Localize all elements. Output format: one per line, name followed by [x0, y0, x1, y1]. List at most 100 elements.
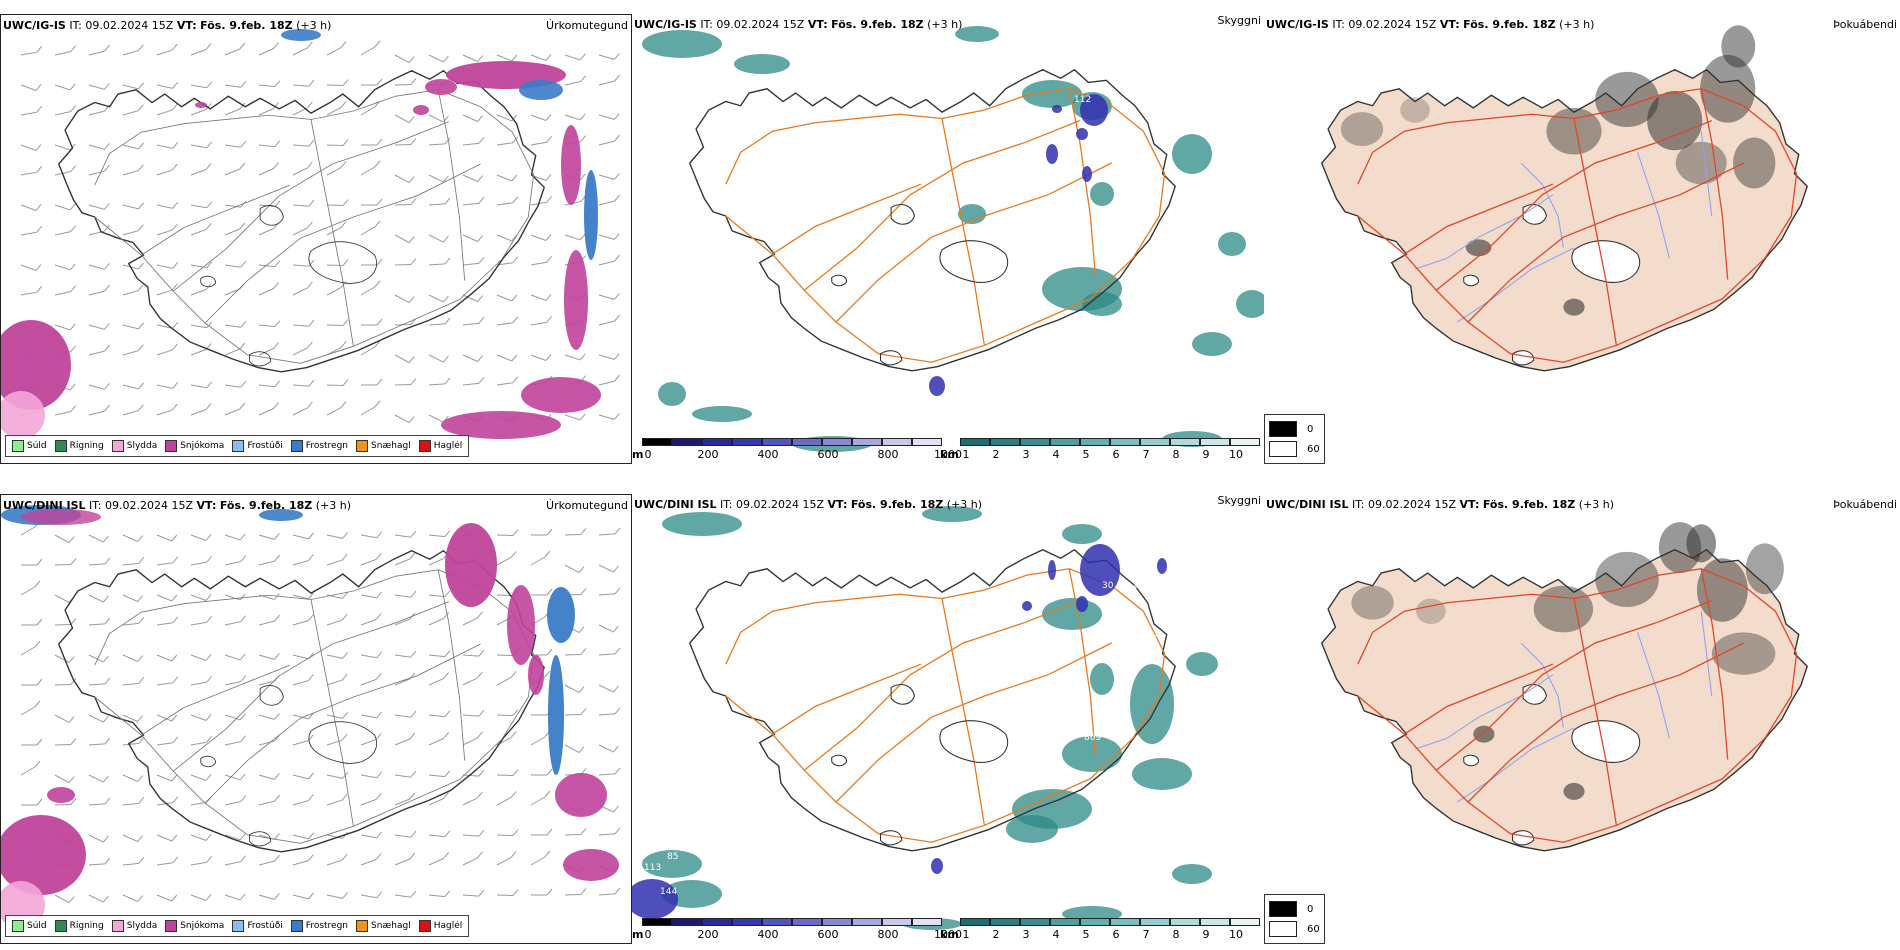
colorbar-segment [852, 918, 882, 926]
glacier-outline [890, 684, 915, 705]
glacier-outline [249, 831, 272, 847]
init-time: 09.02.2024 15Z [105, 499, 194, 512]
cloud-base-colorbar [642, 918, 942, 926]
colorbar-segment [1050, 918, 1080, 926]
cloud-base-value: 864 [1114, 73, 1131, 83]
weather-area [195, 102, 207, 108]
init-time-label: IT: [1352, 498, 1365, 511]
precip-legend-item: Slydda [111, 440, 157, 452]
glacier-outline [890, 204, 915, 225]
cloud-base-value: 112 [1074, 95, 1091, 105]
panel-header: UWC/DINI ISL IT: 09.02.2024 15Z VT: Fös.… [1266, 498, 1614, 511]
fog-area [1533, 585, 1594, 633]
lead-time: (+3 h) [1578, 498, 1615, 511]
weather-area [564, 250, 588, 350]
fog-area [1700, 54, 1756, 123]
colorbar-segment [1170, 918, 1200, 926]
legend-swatch [232, 440, 245, 452]
fog-area [1563, 782, 1585, 800]
weather-area [1090, 182, 1114, 206]
wind-barbs [20, 520, 621, 903]
colorbar-segment [1080, 438, 1110, 446]
glacier-outline [831, 754, 848, 767]
visibility-colorbar [960, 918, 1260, 926]
model-name: UWC/IG-IS [1266, 18, 1329, 31]
valid-time-label: VT: [807, 18, 828, 31]
legend-swatch [418, 920, 431, 932]
cloud-base-colorbar [642, 438, 942, 446]
colorbar-segment [1080, 918, 1110, 926]
init-time-label: IT: [89, 499, 102, 512]
legend-swatch [1269, 901, 1297, 917]
fog-area [1733, 137, 1776, 189]
colorbar-segment [822, 918, 852, 926]
colorbar-segment [822, 438, 852, 446]
legend-label: 60 [1307, 923, 1320, 935]
glacier-outline [259, 205, 284, 226]
cloud-base-value: 11 [664, 428, 675, 438]
weather-area [425, 79, 457, 95]
panel-title-fog: Þokuábendi [1833, 498, 1897, 511]
fog-legend: 0 60 [1264, 414, 1325, 464]
weather-area [1192, 332, 1232, 356]
tick-label: 600 [817, 448, 839, 461]
tick-label: 5 [1082, 928, 1090, 941]
weather-area [955, 26, 999, 42]
panel-header: UWC/IG-IS IT: 09.02.2024 15Z VT: Fös. 9.… [1266, 18, 1594, 31]
colorbar-segment [1140, 918, 1170, 926]
fog-legend-item: 60 [1269, 439, 1320, 459]
colorbar-segment [642, 918, 672, 926]
fog-shading [1340, 25, 1776, 316]
lead-time: (+3 h) [1559, 18, 1595, 31]
weather-area [929, 376, 945, 396]
weather-area [519, 80, 563, 100]
tick-label: 600 [817, 928, 839, 941]
precip-legend-item: Súld [12, 920, 47, 932]
wind-barbs [20, 40, 620, 423]
colorbar-segment [960, 918, 990, 926]
road-network [725, 568, 1166, 843]
glacier-outline [1463, 274, 1480, 287]
weather-area [1236, 290, 1264, 318]
init-time: 09.02.2024 15Z [85, 19, 174, 32]
legend-swatch [54, 440, 67, 452]
colorbar-segment [762, 918, 792, 926]
valid-time: Fös. 9.feb. 18Z [200, 19, 293, 32]
tick-label: 10 [1229, 928, 1243, 941]
weather-area [1, 815, 86, 895]
valid-time: Fös. 9.feb. 18Z [1463, 18, 1556, 31]
valid-time: Fös. 9.feb. 18Z [1482, 498, 1576, 511]
init-time-label: IT: [1332, 18, 1345, 31]
tick-label: 1000 [934, 928, 962, 941]
weather-area [1048, 560, 1056, 580]
weather-area [441, 411, 561, 439]
weather-area [734, 54, 790, 74]
colorbar-segment [1200, 918, 1230, 926]
fog-panel-row1: UWC/IG-IS IT: 09.02.2024 15Z VT: Fös. 9.… [1264, 14, 1900, 464]
tick-label: 5 [1082, 448, 1090, 461]
fog-area [1340, 112, 1384, 147]
fog-area [1473, 725, 1495, 743]
cloud-base-value: 170 [1132, 581, 1149, 591]
legend-label: Haglél [433, 441, 463, 451]
fog-shading [1351, 522, 1784, 800]
glacier-outline [879, 350, 903, 366]
panel-title-precip-type: Úrkomutegund [546, 499, 628, 512]
tick-label: 8 [1172, 448, 1180, 461]
weather-area [1052, 105, 1062, 113]
fog-area [1696, 558, 1748, 622]
weather-area [1172, 134, 1212, 174]
tick-label: 400 [757, 448, 779, 461]
init-time-label: IT: [69, 19, 82, 32]
precip-legend-item: Snæhagl [356, 920, 411, 932]
tick-label: 800 [877, 928, 899, 941]
precip-legend-item: Frostúði [232, 440, 283, 452]
cloud-base-value: 93 [1194, 619, 1205, 629]
weather-area [521, 377, 601, 413]
init-time: 09.02.2024 15Z [1368, 498, 1457, 511]
tick-label: 0 [644, 448, 652, 461]
tick-label: 4 [1052, 928, 1060, 941]
glacier-outline [939, 720, 1008, 763]
fog-area [1675, 141, 1727, 185]
weather-area [642, 30, 722, 58]
